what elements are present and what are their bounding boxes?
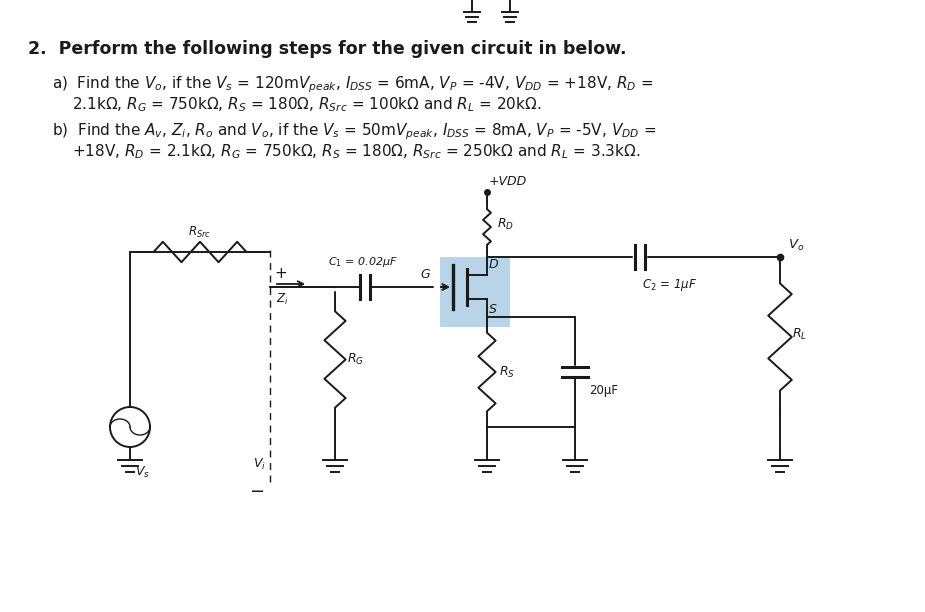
Bar: [440, 257, 510, 327]
Text: D: D: [489, 258, 499, 271]
Text: G: G: [420, 268, 430, 281]
Text: S: S: [489, 303, 497, 316]
Text: 2.  Perform the following steps for the given circuit in below.: 2. Perform the following steps for the g…: [28, 40, 626, 58]
Text: +: +: [274, 266, 287, 280]
Text: $R_D$: $R_D$: [497, 217, 514, 232]
Text: 20μF: 20μF: [589, 384, 618, 397]
Text: $V_i$: $V_i$: [253, 457, 266, 472]
Text: $R_L$: $R_L$: [792, 327, 807, 342]
Text: $C_1$ = 0.02μF: $C_1$ = 0.02μF: [328, 255, 398, 269]
Text: $V_s$: $V_s$: [135, 465, 150, 480]
Text: $C_2$ = 1μF: $C_2$ = 1μF: [642, 277, 697, 293]
Text: 2.1k$\Omega$, $R_G$ = 750k$\Omega$, $R_S$ = 180$\Omega$, $R_{Src}$ = 100k$\Omega: 2.1k$\Omega$, $R_G$ = 750k$\Omega$, $R_S…: [72, 95, 541, 114]
Text: $V_o$: $V_o$: [788, 238, 805, 253]
Text: a)  Find the $V_o$, if the $V_s$ = 120m$V_{peak}$, $I_{DSS}$ = 6mA, $V_P$ = -4V,: a) Find the $V_o$, if the $V_s$ = 120m$V…: [52, 74, 653, 95]
Text: $R_S$: $R_S$: [499, 365, 515, 379]
Text: $Z_i$: $Z_i$: [276, 292, 289, 307]
Text: $R_G$: $R_G$: [347, 352, 364, 367]
Text: −: −: [249, 483, 264, 501]
Text: +VDD: +VDD: [489, 175, 527, 188]
Text: b)  Find the $A_v$, $Z_i$, $R_o$ and $V_o$, if the $V_s$ = 50m$V_{peak}$, $I_{DS: b) Find the $A_v$, $Z_i$, $R_o$ and $V_o…: [52, 121, 657, 142]
Text: +18V, $R_D$ = 2.1k$\Omega$, $R_G$ = 750k$\Omega$, $R_S$ = 180$\Omega$, $R_{Src}$: +18V, $R_D$ = 2.1k$\Omega$, $R_G$ = 750k…: [72, 142, 640, 161]
Text: $R_{Src}$: $R_{Src}$: [189, 225, 212, 240]
